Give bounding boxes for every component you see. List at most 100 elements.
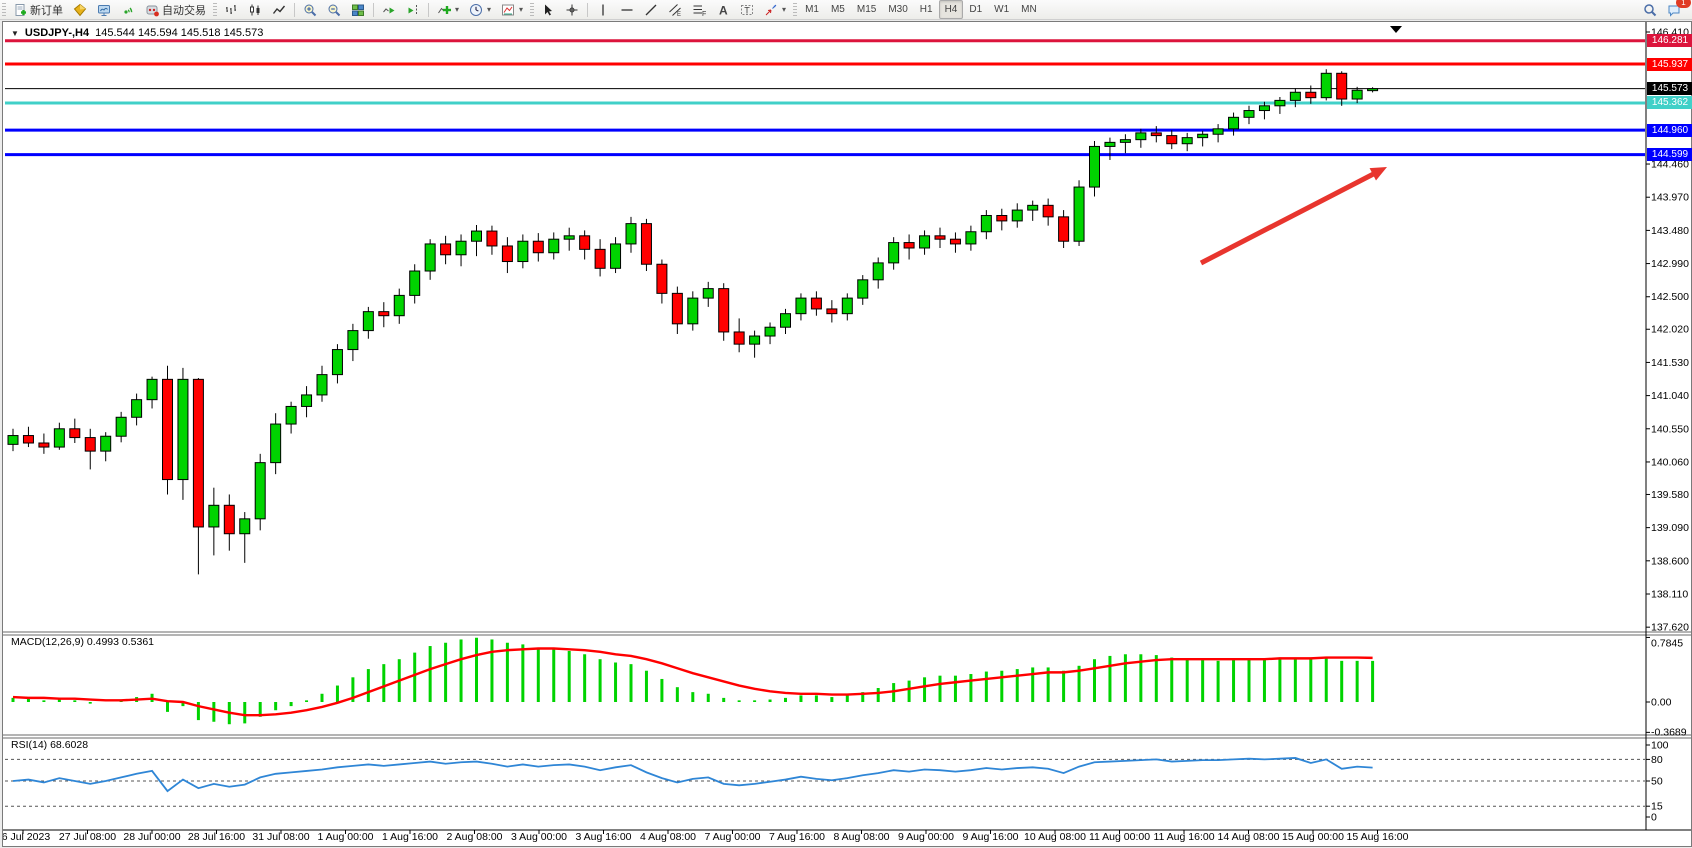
macd-axis: 0.7845 0.00 -0.3689 <box>1646 636 1687 739</box>
text-icon: A <box>716 3 730 17</box>
chart-shift-marker[interactable] <box>1390 26 1402 33</box>
chevron-down-icon: ▾ <box>455 5 460 14</box>
templates-button[interactable]: ▾ <box>496 0 528 19</box>
crosshair-icon <box>565 3 579 17</box>
svg-text:0.7845: 0.7845 <box>1651 638 1683 650</box>
chart-window: 146.410 144.460 143.970 143.480 142.990 142.5… <box>2 21 1692 847</box>
svg-text:142.990: 142.990 <box>1651 258 1689 270</box>
candle-chart-icon <box>248 3 262 17</box>
crosshair-button[interactable] <box>560 0 584 19</box>
market-button[interactable] <box>68 0 92 19</box>
timeframe-d1-button[interactable]: D1 <box>963 0 988 19</box>
trend-arrow-annotation[interactable] <box>1199 167 1387 266</box>
trendline-icon <box>644 3 658 17</box>
svg-text:0.00: 0.00 <box>1651 697 1672 709</box>
autotrading-button[interactable]: 自动交易 <box>140 0 211 19</box>
new-order-button[interactable]: 新订单 <box>8 0 68 19</box>
tile-windows-button[interactable] <box>346 0 370 19</box>
timeframe-m1-button[interactable]: M1 <box>799 0 825 19</box>
hosting-button[interactable] <box>92 0 116 19</box>
timeframe-mn-button-label: MN <box>1021 4 1037 15</box>
trendline-button[interactable] <box>639 0 663 19</box>
text-label-button[interactable]: T <box>735 0 759 19</box>
zoom-out-icon <box>327 3 341 17</box>
notifications-button[interactable]: 1 <box>1662 0 1691 19</box>
zoom-in-icon <box>303 3 317 17</box>
vertical-line-button[interactable] <box>591 0 615 19</box>
bid-price-label: 145.573 <box>1647 82 1692 96</box>
zoom-in-button[interactable] <box>298 0 322 19</box>
bar-chart-icon <box>224 3 238 17</box>
svg-text:T: T <box>744 5 750 15</box>
one-click-trading-toggle[interactable]: ▼ <box>11 28 19 38</box>
price-axis: 146.410144.460143.970143.480142.990142.5… <box>1646 27 1689 634</box>
template-icon <box>501 3 515 17</box>
chart-canvas[interactable]: 146.410144.460143.970143.480142.990142.5… <box>3 22 1691 846</box>
svg-text:7 Aug 00:00: 7 Aug 00:00 <box>704 831 760 843</box>
rsi-indicator-label: RSI(14) 68.6028 <box>11 739 89 751</box>
svg-text:3 Aug 00:00: 3 Aug 00:00 <box>511 831 567 843</box>
candlestick-series <box>7 69 1379 575</box>
signals-button[interactable] <box>116 0 140 19</box>
svg-text:11 Aug 16:00: 11 Aug 16:00 <box>1153 831 1214 843</box>
horizontal-line-button[interactable] <box>615 0 639 19</box>
channel-icon: E <box>668 3 682 17</box>
chart-shift-button[interactable] <box>401 0 425 19</box>
svg-text:139.580: 139.580 <box>1651 489 1689 501</box>
svg-text:A: A <box>719 3 728 17</box>
svg-text:137.620: 137.620 <box>1651 622 1689 634</box>
timeframe-w1-button[interactable]: W1 <box>988 0 1015 19</box>
new-order-button-label: 新订单 <box>30 4 63 17</box>
svg-text:1 Aug 16:00: 1 Aug 16:00 <box>382 831 438 843</box>
toolbar-separator <box>294 2 295 17</box>
svg-text:15: 15 <box>1651 801 1663 813</box>
timeframe-m5-button[interactable]: M5 <box>825 0 851 19</box>
market-icon <box>73 3 87 17</box>
auto-scroll-button[interactable] <box>377 0 401 19</box>
timeframe-m30-button-label: M30 <box>888 4 908 15</box>
periods-button[interactable]: ▾ <box>464 0 496 19</box>
search-button[interactable] <box>1638 0 1662 19</box>
cursor-button[interactable] <box>536 0 560 19</box>
arrows-button[interactable]: ▾ <box>759 0 791 19</box>
timeframe-m1-button-label: M1 <box>805 4 819 15</box>
label-icon: T <box>740 3 754 17</box>
symbol-period-label: USDJPY-,H4 <box>24 27 90 39</box>
svg-text:143.480: 143.480 <box>1651 225 1689 237</box>
svg-text:8 Aug 08:00: 8 Aug 08:00 <box>833 831 889 843</box>
autotrading-button-label: 自动交易 <box>162 4 206 17</box>
svg-text:-0.3689: -0.3689 <box>1651 727 1687 739</box>
chevron-down-icon: ▾ <box>782 5 787 14</box>
timeframe-m30-button[interactable]: M30 <box>882 0 913 19</box>
svg-text:140.060: 140.060 <box>1651 456 1689 468</box>
main-toolbar: 新订单 自动交易 ▾ ▾ ▾ E F A T ▾ M1 M5 M15 M30 H1 H4 D1 W1 MN 1 <box>0 0 1692 20</box>
toolbar-separator <box>587 2 589 17</box>
svg-text:2 Aug 08:00: 2 Aug 08:00 <box>446 831 502 843</box>
timeframe-h4-button[interactable]: H4 <box>938 0 964 19</box>
text-button[interactable]: A <box>711 0 735 19</box>
svg-text:50: 50 <box>1651 776 1663 788</box>
line-chart-button[interactable] <box>267 0 291 19</box>
cursor-icon <box>541 3 555 17</box>
indicators-button[interactable]: ▾ <box>432 0 464 19</box>
bar-chart-button[interactable] <box>219 0 243 19</box>
fibonacci-button[interactable]: F <box>687 0 711 19</box>
arrows-icon <box>764 3 778 17</box>
macd-signal-line <box>12 647 1373 717</box>
timeframe-mn-button[interactable]: MN <box>1015 0 1043 19</box>
timeframe-h1-button[interactable]: H1 <box>914 0 939 19</box>
timeframe-m15-button-label: M15 <box>856 4 877 15</box>
ohlc-values: 145.544 145.594 145.518 145.573 <box>95 27 264 39</box>
auto-scroll-icon <box>382 3 396 17</box>
svg-text:F: F <box>702 11 706 17</box>
timeframe-m15-button[interactable]: M15 <box>851 0 882 19</box>
toolbar-grip <box>2 2 6 17</box>
level-price-label: 146.281 <box>1647 34 1692 48</box>
svg-text:27 Jul 08:00: 27 Jul 08:00 <box>59 831 116 843</box>
equidistant-channel-button[interactable]: E <box>663 0 687 19</box>
svg-text:142.020: 142.020 <box>1651 324 1689 336</box>
svg-text:9 Aug 00:00: 9 Aug 00:00 <box>898 831 954 843</box>
zoom-out-button[interactable] <box>322 0 346 19</box>
svg-text:100: 100 <box>1651 740 1669 752</box>
candlestick-chart-button[interactable] <box>243 0 267 19</box>
